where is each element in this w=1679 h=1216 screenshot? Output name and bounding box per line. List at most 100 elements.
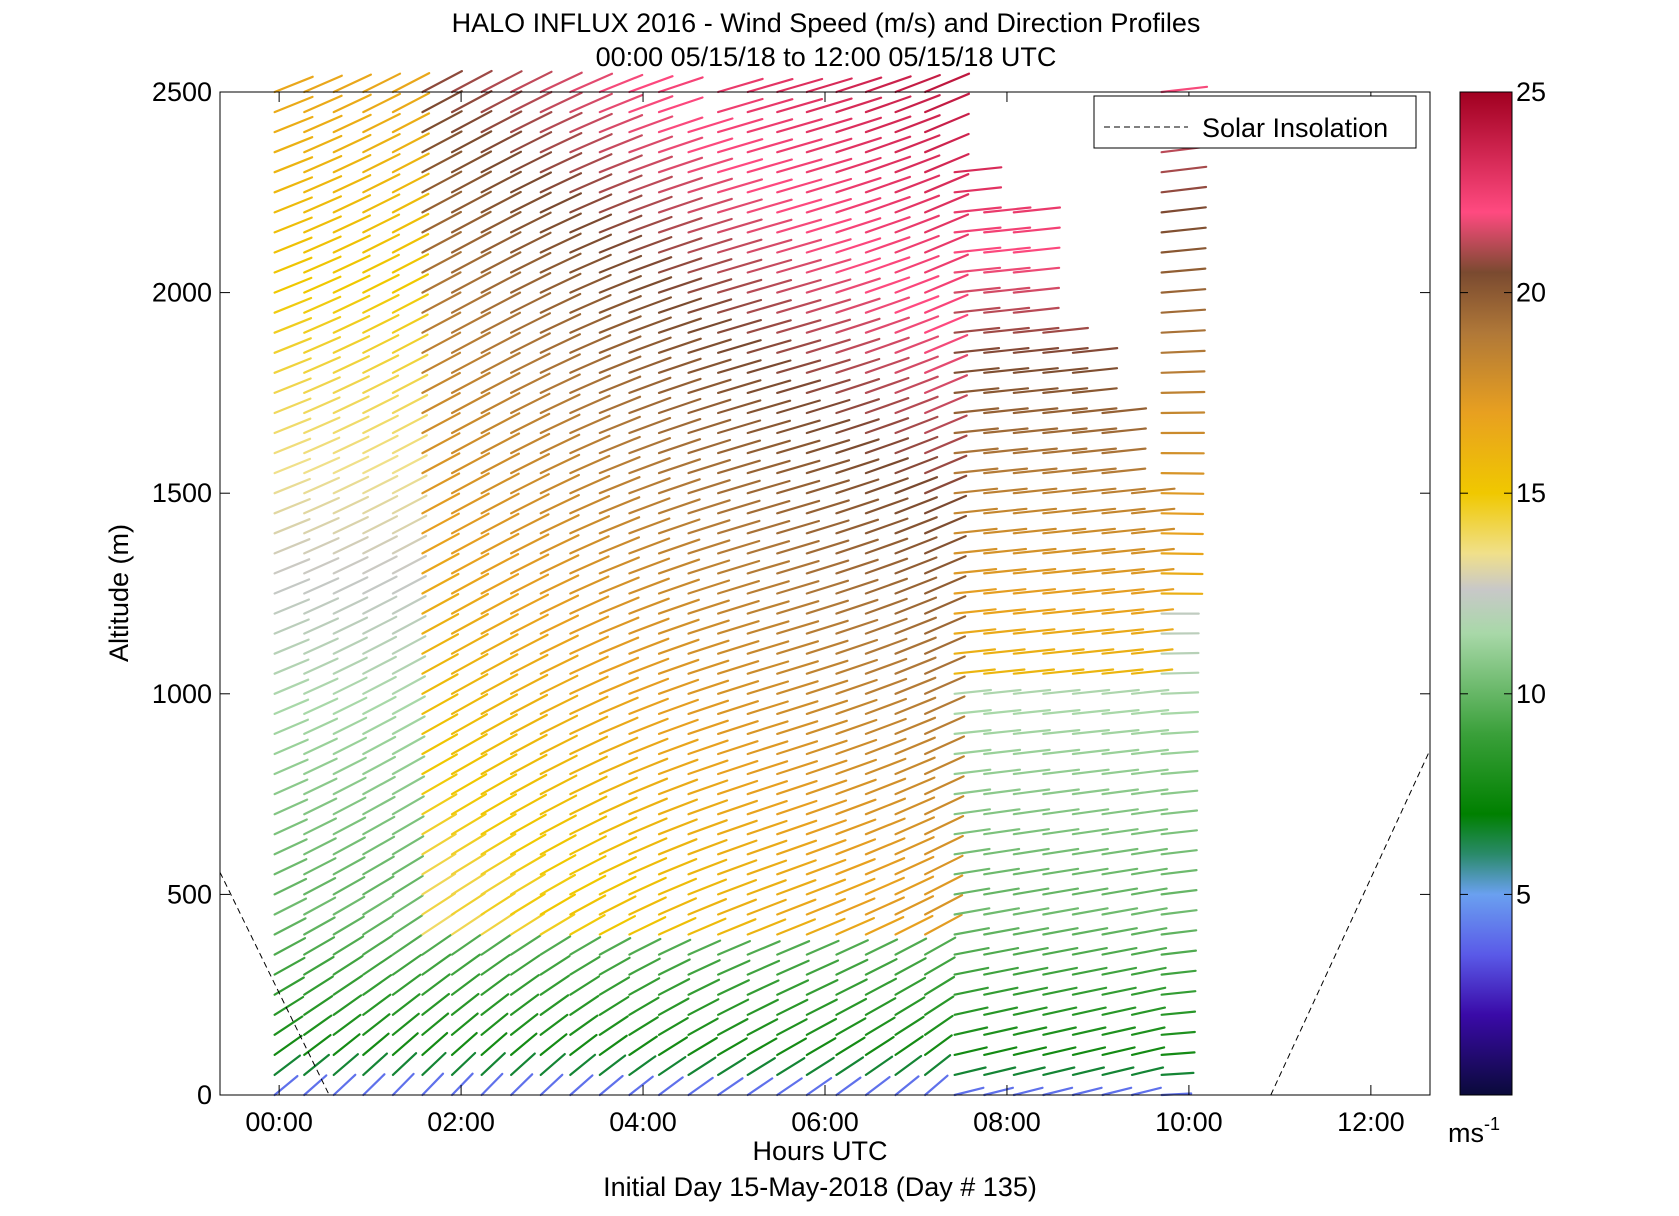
- wind-vector: [776, 1057, 806, 1077]
- wind-vector: [1012, 246, 1061, 254]
- x-tick-label: 12:00: [1337, 1107, 1405, 1137]
- wind-vector: [1071, 1006, 1107, 1016]
- wind-vector: [835, 778, 877, 796]
- wind-vector: [273, 256, 313, 274]
- wind-vector: [716, 419, 762, 435]
- wind-vector: [450, 391, 491, 415]
- wind-vector: [539, 574, 580, 595]
- wind-vector: [450, 492, 490, 515]
- wind-vector: [835, 197, 882, 214]
- wind-vector: [1130, 728, 1170, 736]
- wind-vector: [303, 697, 339, 716]
- wind-vector: [480, 653, 519, 675]
- wind-vector: [450, 432, 491, 455]
- wind-vector: [746, 940, 781, 956]
- wind-vector: [1071, 728, 1111, 736]
- wind-vector: [864, 376, 910, 394]
- wind-vector: [835, 798, 877, 816]
- wind-vector: [687, 1056, 717, 1077]
- wind-vector: [657, 897, 698, 916]
- wind-vector: [923, 313, 969, 334]
- wind-vector: [746, 959, 781, 976]
- wind-vector: [953, 226, 1002, 234]
- wind-vector: [628, 697, 669, 716]
- wind-vector: [864, 938, 899, 956]
- wind-vector: [1130, 688, 1170, 695]
- wind-vector: [539, 634, 579, 655]
- wind-vector: [657, 377, 702, 394]
- wind-vector: [598, 435, 641, 455]
- wind-vector: [539, 1052, 566, 1077]
- wind-vector: [569, 334, 612, 354]
- wind-vector: [450, 69, 493, 94]
- wind-vector: [746, 439, 791, 455]
- wind-vector: [303, 356, 341, 374]
- wind-vector: [835, 116, 883, 134]
- wind-vector: [716, 1017, 749, 1036]
- wind-vector: [923, 253, 969, 274]
- wind-vector: [1042, 927, 1079, 936]
- wind-vector: [569, 515, 611, 535]
- wind-vector: [273, 457, 312, 475]
- wind-vector: [332, 455, 370, 475]
- wind-vector: [805, 117, 853, 134]
- wind-vector: [1160, 990, 1197, 996]
- wind-vector: [1012, 927, 1050, 936]
- wind-vector: [657, 1016, 689, 1036]
- wind-vector: [1160, 532, 1204, 536]
- wind-vector: [450, 572, 490, 595]
- wind-vector: [864, 577, 909, 595]
- wind-vector: [362, 1013, 391, 1036]
- wind-vector: [894, 335, 940, 354]
- wind-vector: [598, 856, 637, 876]
- wind-vector: [746, 218, 793, 234]
- wind-vector: [450, 953, 481, 976]
- wind-vector: [746, 1057, 776, 1077]
- wind-vector: [332, 856, 366, 876]
- wind-vector: [598, 395, 642, 415]
- wind-vector: [1101, 708, 1140, 716]
- wind-vector: [510, 211, 552, 234]
- wind-vector: [923, 814, 965, 836]
- wind-vector: [687, 117, 734, 134]
- wind-vector: [598, 476, 641, 495]
- wind-vector: [510, 90, 553, 114]
- wind-vector: [894, 1075, 920, 1097]
- wind-vector: [983, 927, 1020, 936]
- wind-vector: [332, 375, 370, 394]
- wind-vector: [362, 595, 398, 615]
- legend-entry-solar: Solar Insolation: [1202, 113, 1388, 143]
- wind-vector: [303, 235, 342, 254]
- wind-vector: [421, 532, 460, 555]
- wind-vector: [983, 1046, 1018, 1057]
- wind-vector: [1071, 567, 1116, 575]
- wind-vector: [1012, 708, 1052, 716]
- wind-vector: [598, 335, 642, 354]
- wind-vector: [1012, 748, 1051, 756]
- wind-vector: [510, 151, 553, 174]
- wind-vector: [598, 895, 637, 916]
- wind-vector: [480, 472, 520, 495]
- wind-vector: [303, 717, 339, 736]
- wind-vector: [657, 758, 699, 776]
- wind-vector: [628, 797, 668, 816]
- wind-vector: [332, 1033, 361, 1057]
- wind-vector: [569, 675, 609, 695]
- wind-vector: [391, 192, 430, 214]
- wind-vector: [510, 833, 547, 856]
- wind-vector: [776, 399, 821, 415]
- wind-vector: [894, 696, 937, 716]
- wind-vector: [687, 819, 728, 836]
- wind-vector: [716, 519, 761, 535]
- wind-vector: [391, 253, 430, 274]
- wind-vector: [716, 918, 757, 936]
- wind-vector: [539, 433, 581, 455]
- wind-vector: [953, 487, 999, 495]
- wind-vector: [628, 657, 670, 675]
- wind-vector: [894, 255, 940, 274]
- wind-vector: [391, 1032, 419, 1057]
- wind-vector: [983, 1006, 1019, 1016]
- wind-vector: [450, 1012, 479, 1036]
- wind-vector: [746, 258, 793, 274]
